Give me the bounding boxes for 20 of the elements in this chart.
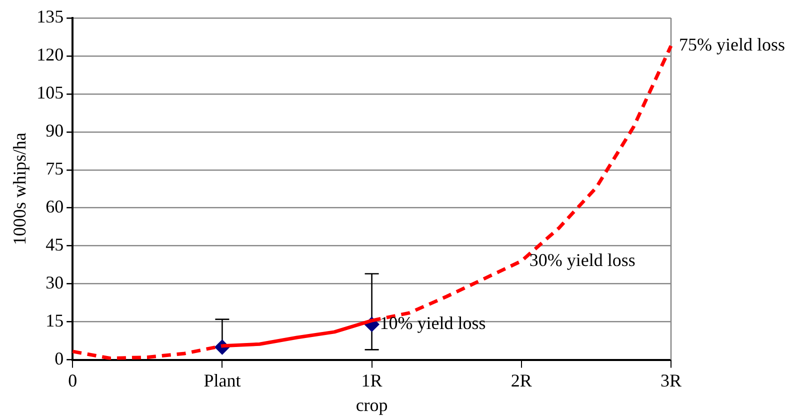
y-tick-label: 105 <box>36 82 64 103</box>
x-tick-label: 1R <box>361 370 382 390</box>
y-tick-label: 90 <box>46 120 64 141</box>
y-tick-label: 120 <box>36 44 64 65</box>
x-axis-title: crop <box>356 394 388 415</box>
y-axis-title: 1000s whips/ha <box>10 132 30 246</box>
x-tick-label: 3R <box>660 370 682 390</box>
y-tick-label: 45 <box>46 234 64 255</box>
y-tick-label: 135 <box>36 6 64 27</box>
y-tick-label: 0 <box>54 348 64 369</box>
y-tick-label: 60 <box>46 196 64 217</box>
x-tick-label: 2R <box>510 370 532 390</box>
y-tick-label: 15 <box>46 310 64 331</box>
annotation: 10% yield loss <box>380 313 486 334</box>
annotation: 30% yield loss <box>529 250 636 270</box>
y-tick-label: 75 <box>46 158 64 179</box>
annotation: 75% yield loss <box>679 34 785 55</box>
x-tick-label: 0 <box>68 370 78 390</box>
y-tick-label: 30 <box>46 272 64 293</box>
x-tick-label: Plant <box>204 370 241 390</box>
